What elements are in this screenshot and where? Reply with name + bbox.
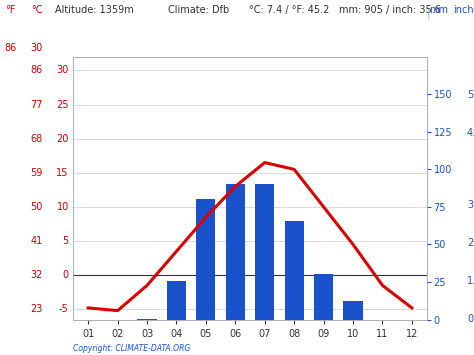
Text: 59: 59 — [30, 168, 43, 178]
Text: 50: 50 — [30, 202, 43, 212]
Bar — [226, 184, 245, 320]
Text: °C: °C — [31, 5, 42, 15]
Text: Climate: Dfb: Climate: Dfb — [168, 5, 229, 15]
Text: 30: 30 — [31, 43, 43, 53]
Text: 15: 15 — [56, 168, 69, 178]
Text: 23: 23 — [30, 304, 43, 314]
Text: 5: 5 — [63, 236, 69, 246]
Text: 32: 32 — [30, 270, 43, 280]
Text: Altitude: 1359m: Altitude: 1359m — [55, 5, 133, 15]
Text: mm: 905 / inch: 35.6: mm: 905 / inch: 35.6 — [339, 5, 441, 15]
Bar — [167, 281, 186, 320]
Text: |: | — [427, 9, 431, 20]
Text: 1.0: 1.0 — [467, 277, 474, 286]
Bar — [196, 199, 216, 320]
Bar — [255, 184, 274, 320]
Bar — [314, 274, 333, 320]
Bar — [137, 319, 156, 320]
Text: 25: 25 — [56, 99, 69, 110]
Bar — [344, 301, 363, 320]
Text: 41: 41 — [30, 236, 43, 246]
Bar — [284, 221, 304, 320]
Bar — [79, 320, 98, 344]
Text: 0.0: 0.0 — [467, 315, 474, 324]
Text: °F: °F — [5, 5, 15, 15]
Text: 0: 0 — [63, 270, 69, 280]
Text: inch: inch — [453, 5, 474, 15]
Text: Copyright: CLIMATE-DATA.ORG: Copyright: CLIMATE-DATA.ORG — [73, 344, 191, 353]
Text: 86: 86 — [30, 65, 43, 76]
Text: 86: 86 — [5, 43, 17, 53]
Text: mm: mm — [429, 5, 448, 15]
Text: 4.9: 4.9 — [467, 128, 474, 138]
Text: °C: 7.4 / °F: 45.2: °C: 7.4 / °F: 45.2 — [249, 5, 329, 15]
Text: -5: -5 — [59, 304, 69, 314]
Text: 3.0: 3.0 — [467, 200, 474, 210]
Text: 30: 30 — [56, 65, 69, 76]
Text: 2.0: 2.0 — [467, 238, 474, 248]
Text: 10: 10 — [56, 202, 69, 212]
Text: 20: 20 — [56, 134, 69, 144]
Text: 68: 68 — [30, 134, 43, 144]
Text: 5.9: 5.9 — [467, 89, 474, 99]
Bar — [108, 320, 127, 337]
Bar — [373, 320, 392, 326]
Bar — [402, 320, 421, 342]
Text: 77: 77 — [30, 99, 43, 110]
